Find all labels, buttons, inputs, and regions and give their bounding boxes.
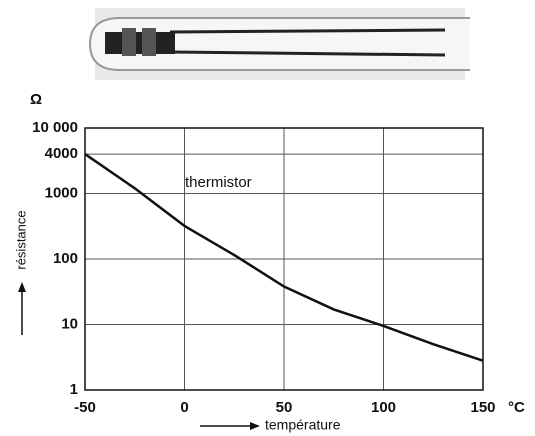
x-tick-label: 100 [371, 399, 396, 416]
x-tick-label: 150 [470, 399, 495, 416]
x-tick-label: 50 [276, 399, 293, 416]
y-arrow-head [18, 282, 26, 292]
x-unit: °C [508, 399, 525, 416]
x-axis-label: température [265, 417, 341, 433]
y-tick-label: 10 [61, 315, 78, 332]
y-tick-label: 10 000 [32, 119, 78, 136]
x-tick-label: -50 [74, 399, 96, 416]
y-axis-label: résistance [13, 210, 28, 269]
x-arrow-head [250, 422, 260, 430]
y-tick-label: 4000 [45, 145, 78, 162]
y-tick-label: 100 [53, 250, 78, 267]
plot-frame [84, 127, 484, 391]
y-tick-label: 1000 [45, 184, 78, 201]
y-unit: Ω [30, 91, 42, 108]
thermistor-picture [88, 8, 470, 80]
x-tick-label: 0 [180, 399, 188, 416]
series-label: thermistor [185, 174, 252, 191]
line [84, 153, 484, 362]
y-tick-label: 1 [70, 381, 78, 398]
